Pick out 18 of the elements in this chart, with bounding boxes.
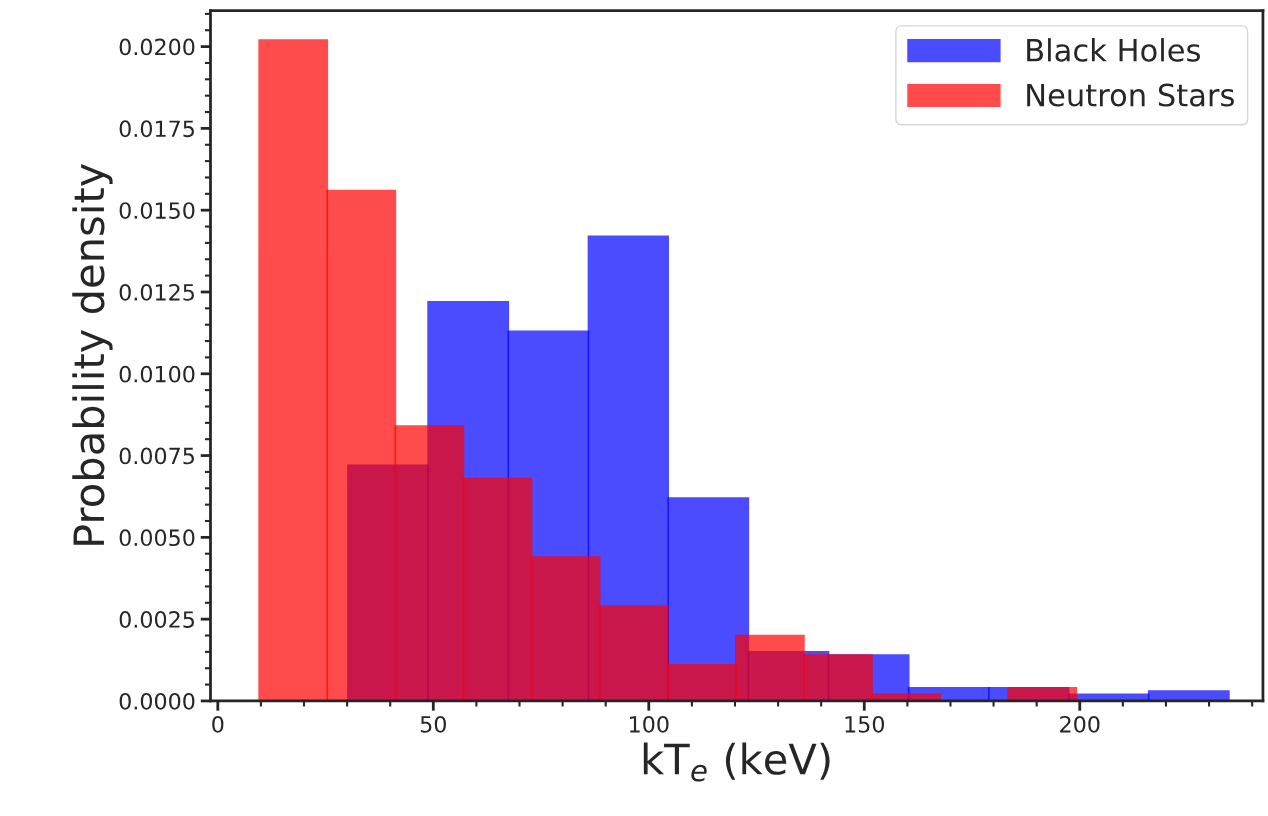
x-tick-label: 200 [1060,715,1100,733]
y-tick-label: 0.0200 [119,38,195,56]
x-axis-title: kT$_{e}$ (keV) [643,742,830,782]
y-tick-label: 0.0025 [119,611,194,628]
legend-label: Neutron Stars [1027,83,1234,107]
y-tick-label: 0.0075 [119,447,194,465]
y-axis-title: Probability density [72,163,113,545]
x-tick-label: 50 [420,715,446,733]
y-tick-label: 0.0150 [119,202,195,219]
y-tick-label: 0.0100 [119,365,195,383]
y-tick-label: 0.0050 [119,529,195,547]
x-tick-label: 150 [845,715,885,733]
x-tick-label: 0 [212,715,224,733]
legend-label: Black Holes [1027,38,1200,62]
y-tick-label: 0.0175 [119,120,194,138]
x-tick-label: 100 [630,715,669,733]
y-tick-label: 0.0125 [119,283,194,301]
y-tick-label: 0.0000 [119,692,195,710]
